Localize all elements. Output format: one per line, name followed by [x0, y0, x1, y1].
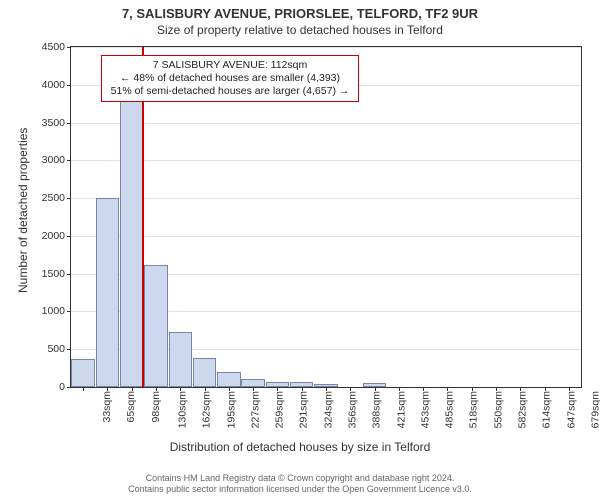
histogram-bar	[144, 265, 167, 387]
x-tick: 227sqm	[248, 391, 262, 428]
histogram-bar	[217, 372, 240, 387]
plot-area: 05001000150020002500300035004000450033sq…	[70, 46, 582, 388]
footer-line-2: Contains public sector information licen…	[0, 484, 600, 496]
x-tick: 324sqm	[320, 391, 334, 428]
x-tick: 679sqm	[588, 391, 600, 428]
y-tick: 0	[59, 381, 71, 393]
chart-footer: Contains HM Land Registry data © Crown c…	[0, 473, 600, 496]
x-tick: 647sqm	[563, 391, 577, 428]
histogram-bar	[96, 198, 119, 387]
annotation-line: ← 48% of detached houses are smaller (4,…	[107, 72, 353, 85]
x-tick: 518sqm	[466, 391, 480, 428]
y-tick: 1000	[42, 305, 71, 317]
x-tick: 550sqm	[490, 391, 504, 428]
x-tick: 388sqm	[369, 391, 383, 428]
histogram-bar	[169, 332, 192, 387]
x-tick: 421sqm	[393, 391, 407, 428]
x-tick: 195sqm	[223, 391, 237, 428]
x-tick: 485sqm	[442, 391, 456, 428]
histogram-bar	[120, 82, 143, 387]
y-tick: 3000	[42, 154, 71, 166]
chart-title: 7, SALISBURY AVENUE, PRIORSLEE, TELFORD,…	[0, 6, 600, 23]
histogram-bar	[241, 379, 264, 387]
x-tick: 98sqm	[147, 391, 161, 423]
y-axis-label: Number of detached properties	[16, 128, 30, 293]
x-tick: 33sqm	[99, 391, 113, 423]
chart-container: { "title": "7, SALISBURY AVENUE, PRIORSL…	[0, 0, 600, 500]
x-axis-label: Distribution of detached houses by size …	[0, 440, 600, 454]
x-tick: 162sqm	[199, 391, 213, 428]
y-tick: 4000	[42, 79, 71, 91]
x-tick: 259sqm	[272, 391, 286, 428]
footer-line-1: Contains HM Land Registry data © Crown c…	[0, 473, 600, 485]
x-tick: 453sqm	[418, 391, 432, 428]
y-tick: 4500	[42, 41, 71, 53]
x-tick: 65sqm	[123, 391, 137, 423]
annotation-line: 7 SALISBURY AVENUE: 112sqm	[107, 59, 353, 72]
x-tick: 130sqm	[175, 391, 189, 428]
y-tick: 2500	[42, 192, 71, 204]
chart-subtitle: Size of property relative to detached ho…	[0, 23, 600, 37]
x-tick: 582sqm	[515, 391, 529, 428]
y-tick: 1500	[42, 268, 71, 280]
y-tick: 2000	[42, 230, 71, 242]
x-tick: 614sqm	[539, 391, 553, 428]
x-tick: 356sqm	[345, 391, 359, 428]
y-tick: 3500	[42, 117, 71, 129]
x-tick: 291sqm	[296, 391, 310, 428]
histogram-bar	[193, 358, 216, 387]
annotation-line: 51% of semi-detached houses are larger (…	[107, 85, 353, 98]
histogram-bar	[71, 359, 94, 387]
annotation-box: 7 SALISBURY AVENUE: 112sqm← 48% of detac…	[101, 55, 359, 102]
y-tick: 500	[47, 343, 71, 355]
